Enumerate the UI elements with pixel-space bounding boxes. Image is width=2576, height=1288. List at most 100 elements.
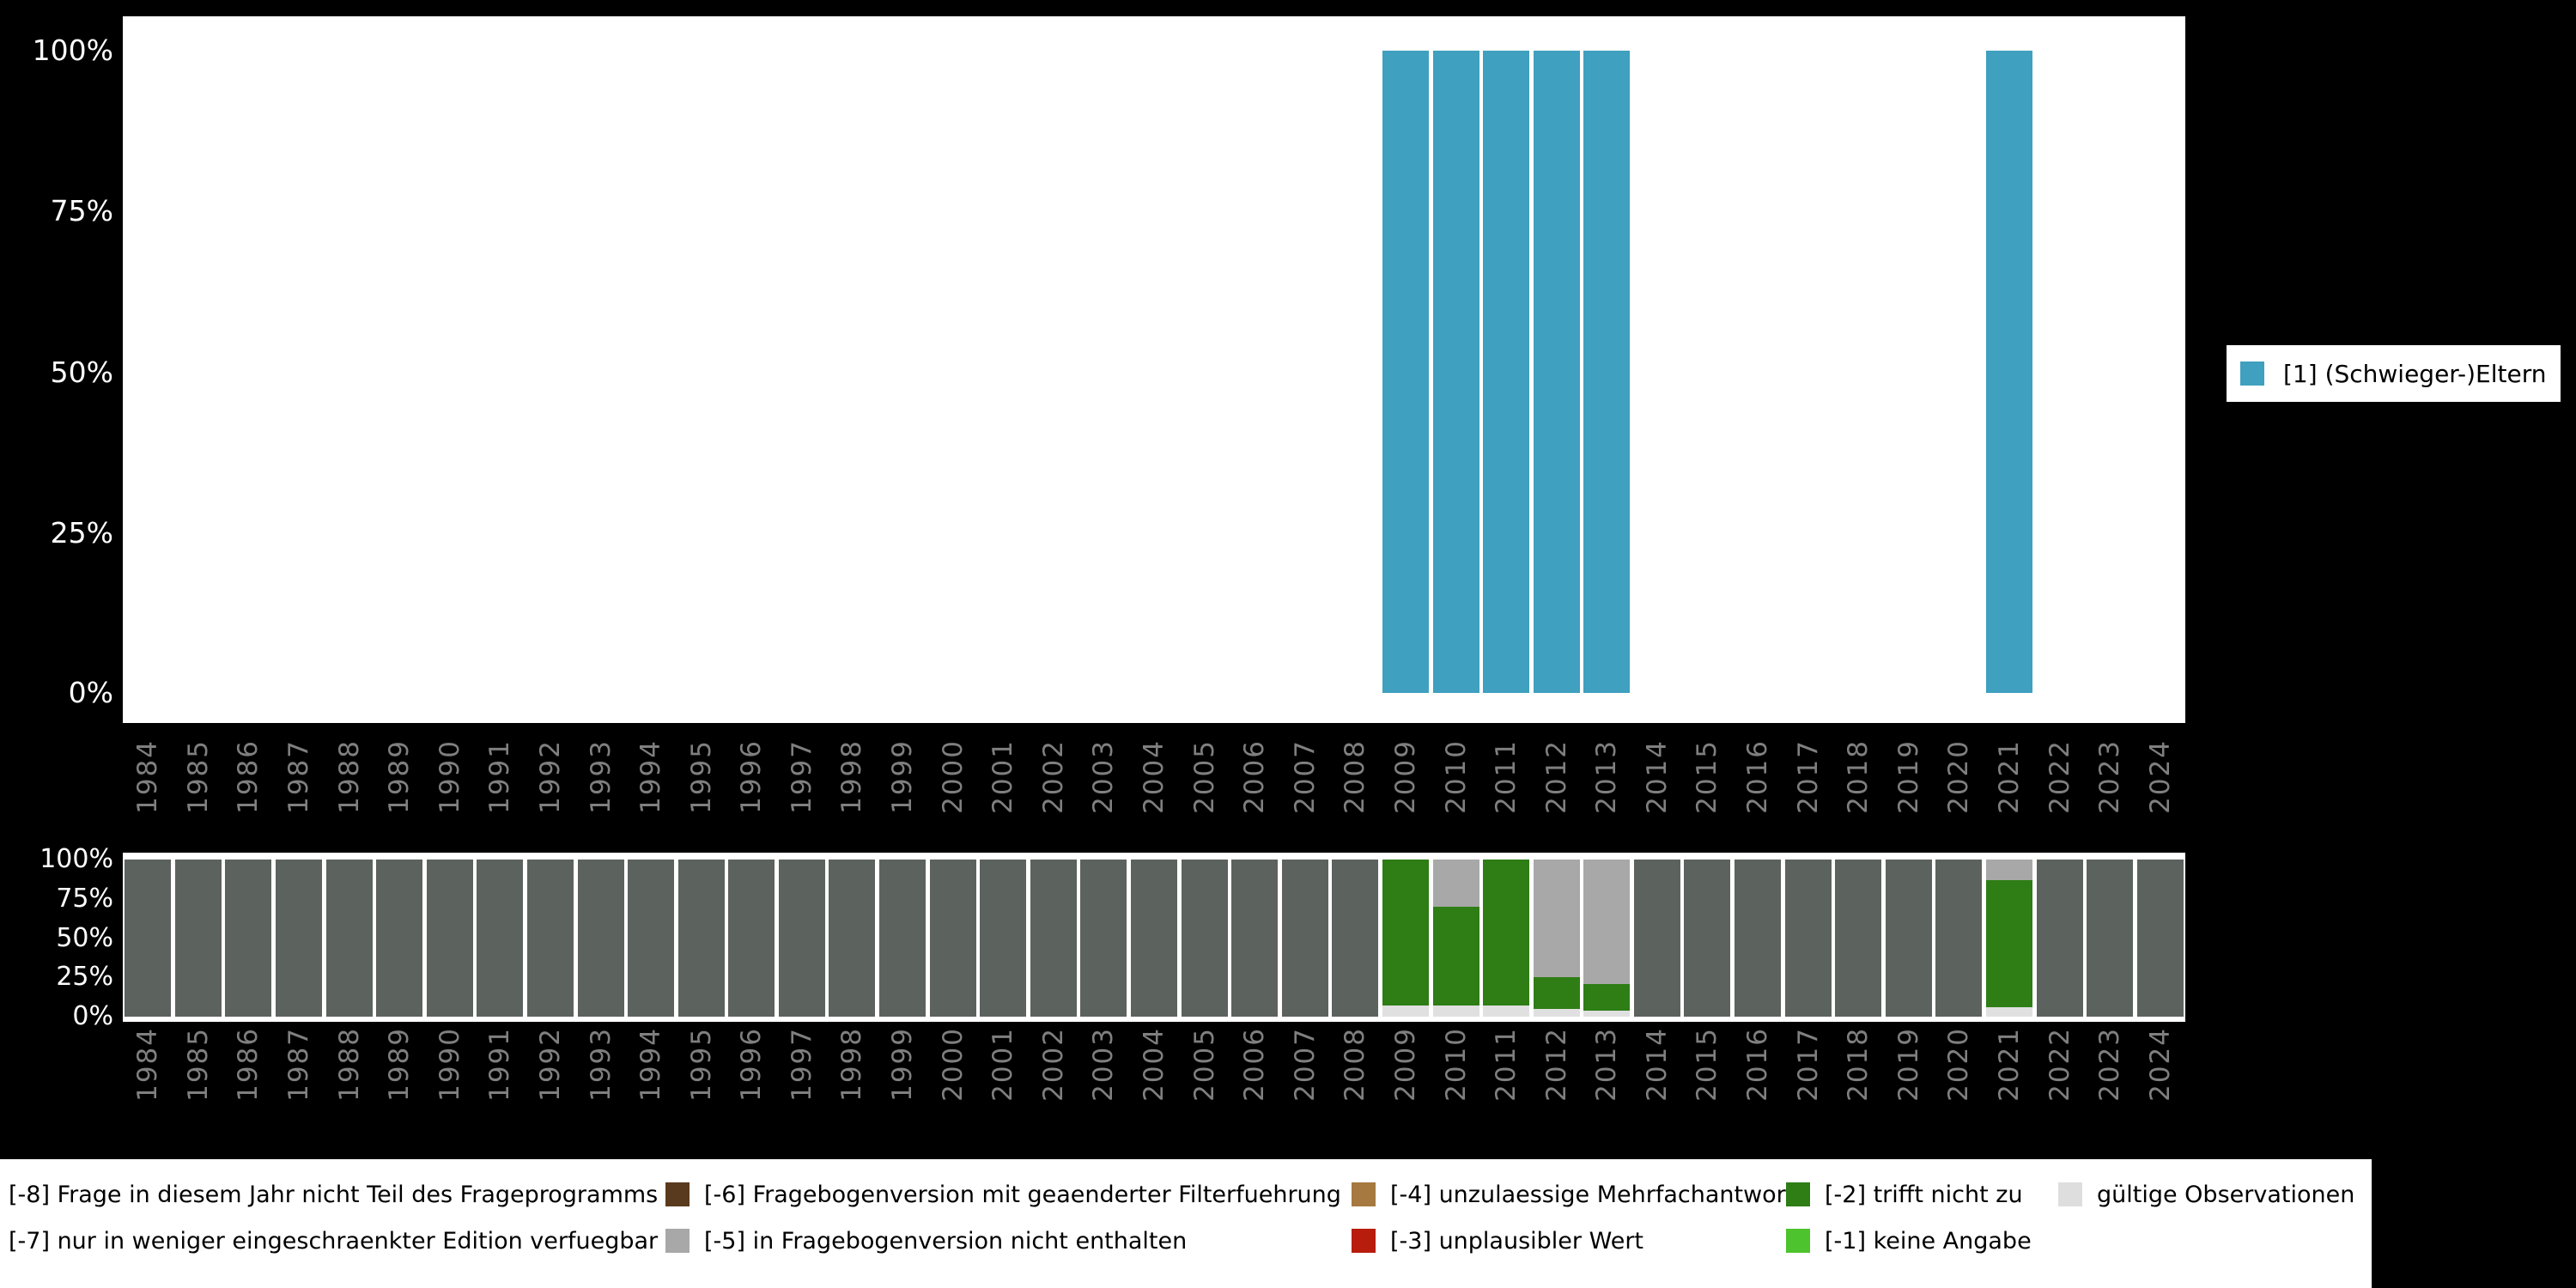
segment-1992--8	[526, 860, 574, 1017]
bottom-x-axis-label-1988: 1988	[333, 1027, 365, 1102]
segment-2017--8	[1784, 860, 1832, 1017]
top-x-axis-label-2024: 2024	[2144, 739, 2176, 814]
segment-1986--8	[225, 860, 272, 1017]
top-x-axis-label-1992: 1992	[534, 739, 566, 814]
bottom-x-axis-label-1998: 1998	[836, 1027, 868, 1102]
bottom-x-axis-label-2010: 2010	[1440, 1027, 1472, 1102]
top-y-axis-label-75%: 75%	[50, 194, 113, 228]
segment-2024--8	[2136, 860, 2184, 1017]
bottom-x-axis-label-2021: 2021	[1993, 1027, 2025, 1102]
bottom-x-axis-label-2014: 2014	[1641, 1027, 1673, 1102]
bottom-x-axis-label-2017: 2017	[1792, 1027, 1824, 1102]
bottom-x-axis-label-2005: 2005	[1188, 1027, 1220, 1102]
bottom-x-axis-label-2018: 2018	[1843, 1027, 1874, 1102]
segment-1998--8	[829, 860, 876, 1017]
bar-2012	[1533, 51, 1580, 693]
bottom-x-axis-label-2002: 2002	[1037, 1027, 1069, 1102]
bottom-x-axis-label-1984: 1984	[132, 1027, 164, 1102]
top-x-axis-label-1991: 1991	[484, 739, 516, 814]
legend-item-[-5]: [-5] in Fragebogenversion nicht enthalte…	[665, 1226, 1187, 1255]
bottom-x-axis-label-1993: 1993	[585, 1027, 617, 1102]
legend-item-label: [-1] keine Angabe	[1825, 1227, 2032, 1255]
bottom-x-axis-label-1991: 1991	[484, 1027, 516, 1102]
series-legend-swatch-icon	[2240, 361, 2264, 386]
segment-1984--8	[125, 860, 172, 1017]
series-legend-label: [1] (Schwieger-)Eltern	[2283, 359, 2547, 388]
segment-2019--8	[1885, 860, 1932, 1017]
top-x-axis-label-1988: 1988	[333, 739, 365, 814]
segment-2011-valid	[1483, 1005, 1530, 1017]
top-x-axis-label-2013: 2013	[1591, 739, 1623, 814]
bottom-x-axis-label-1986: 1986	[233, 1027, 264, 1102]
top-x-axis-label-1990: 1990	[434, 739, 465, 814]
top-x-axis-label-2019: 2019	[1893, 739, 1924, 814]
bottom-x-axis-label-2003: 2003	[1088, 1027, 1120, 1102]
bottom-x-axis-label-2012: 2012	[1540, 1027, 1572, 1102]
legend-item-label: [-6] Fragebogenversion mit geaenderter F…	[704, 1181, 1341, 1208]
bottom-x-axis-label-2013: 2013	[1591, 1027, 1623, 1102]
bottom-x-axis-label-1994: 1994	[635, 1027, 667, 1102]
top-x-axis-label-2007: 2007	[1289, 739, 1321, 814]
legend-item-[-3]: [-3] unplausibler Wert	[1352, 1226, 1643, 1255]
legend-swatch-icon	[1786, 1229, 1810, 1253]
segment-2011--2	[1483, 860, 1530, 1006]
bottom-x-axis-label-1999: 1999	[887, 1027, 919, 1102]
legend-swatch-icon	[1786, 1182, 1810, 1206]
segment-1999--8	[879, 860, 927, 1017]
segment-1991--8	[477, 860, 524, 1017]
bottom-x-axis-label-2020: 2020	[1943, 1027, 1975, 1102]
segment-2020--8	[1935, 860, 1983, 1017]
segment-2018--8	[1835, 860, 1882, 1017]
bottom-y-axis-label-25%: 25%	[56, 962, 113, 992]
segment-2000--8	[929, 860, 976, 1017]
bar-2011	[1483, 51, 1530, 693]
top-x-axis-label-2004: 2004	[1139, 739, 1170, 814]
bottom-x-axis-label-1995: 1995	[685, 1027, 717, 1102]
bar-2021	[1985, 51, 2032, 693]
legend-swatch-icon	[665, 1229, 690, 1253]
legend-item-label: [-7] nur in weniger eingeschraenkter Edi…	[9, 1227, 659, 1255]
segment-2013--2	[1583, 983, 1631, 1011]
segment-2005--8	[1181, 860, 1228, 1017]
legend-item-[-1]: [-1] keine Angabe	[1786, 1226, 2032, 1255]
answers-plot-area	[123, 16, 2185, 723]
bottom-x-axis-label-2015: 2015	[1692, 1027, 1723, 1102]
legend-item-[-7]: [-7] nur in weniger eingeschraenkter Edi…	[0, 1226, 658, 1255]
top-x-axis-label-2008: 2008	[1340, 739, 1371, 814]
bottom-x-axis-label-1989: 1989	[384, 1027, 416, 1102]
segment-1997--8	[778, 860, 825, 1017]
segment-2010--5	[1432, 860, 1479, 907]
top-x-axis-label-2014: 2014	[1641, 739, 1673, 814]
top-x-axis-label-2012: 2012	[1540, 739, 1572, 814]
legend-item-label: [-8] Frage in diesem Jahr nicht Teil des…	[9, 1181, 659, 1208]
bar-2013	[1583, 51, 1631, 693]
top-x-axis-label-2023: 2023	[2094, 739, 2126, 814]
segment-2003--8	[1080, 860, 1127, 1017]
segment-2013--5	[1583, 860, 1631, 984]
legend-item-label: [-4] unzulaessige Mehrfachantwort	[1390, 1181, 1795, 1208]
series-legend: [1] (Schwieger-)Eltern	[2227, 345, 2561, 402]
bar-2009	[1382, 51, 1429, 693]
bottom-x-axis-label-1987: 1987	[283, 1027, 315, 1102]
top-x-axis-label-2000: 2000	[937, 739, 969, 814]
legend-swatch-icon	[1352, 1182, 1376, 1206]
segment-2010--2	[1432, 906, 1479, 1006]
segment-1989--8	[376, 860, 423, 1017]
top-x-axis-label-1987: 1987	[283, 739, 315, 814]
segment-2001--8	[980, 860, 1027, 1017]
bottom-x-axis-label-2022: 2022	[2044, 1027, 2075, 1102]
top-x-axis-label-2022: 2022	[2044, 739, 2075, 814]
bottom-x-axis-label-2001: 2001	[987, 1027, 1019, 1102]
segment-1988--8	[325, 860, 373, 1017]
segment-2022--8	[2036, 860, 2083, 1017]
top-x-axis-label-2017: 2017	[1792, 739, 1824, 814]
top-x-axis-label-1999: 1999	[887, 739, 919, 814]
top-y-axis-label-25%: 25%	[50, 516, 113, 550]
legend-swatch-icon	[665, 1182, 690, 1206]
bottom-y-axis-label-50%: 50%	[56, 923, 113, 953]
bottom-x-axis-label-1997: 1997	[786, 1027, 817, 1102]
top-x-axis-label-1995: 1995	[685, 739, 717, 814]
bottom-x-axis-label-2019: 2019	[1893, 1027, 1924, 1102]
segment-2023--8	[2087, 860, 2134, 1017]
segment-2008--8	[1332, 860, 1379, 1017]
